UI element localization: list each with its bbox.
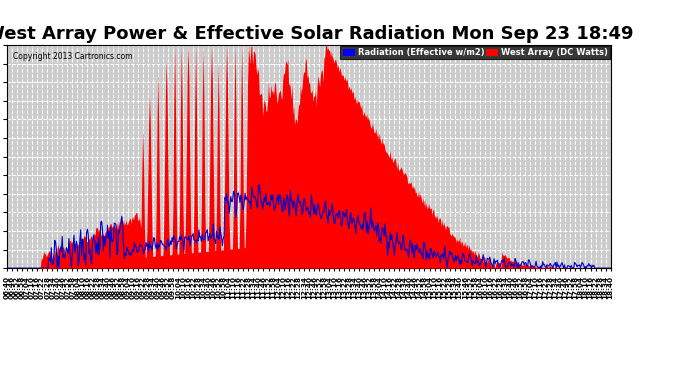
Title: West Array Power & Effective Solar Radiation Mon Sep 23 18:49: West Array Power & Effective Solar Radia… bbox=[0, 26, 633, 44]
Legend: Radiation (Effective w/m2), West Array (DC Watts): Radiation (Effective w/m2), West Array (… bbox=[340, 46, 610, 59]
Text: Copyright 2013 Cartronics.com: Copyright 2013 Cartronics.com bbox=[13, 52, 132, 61]
